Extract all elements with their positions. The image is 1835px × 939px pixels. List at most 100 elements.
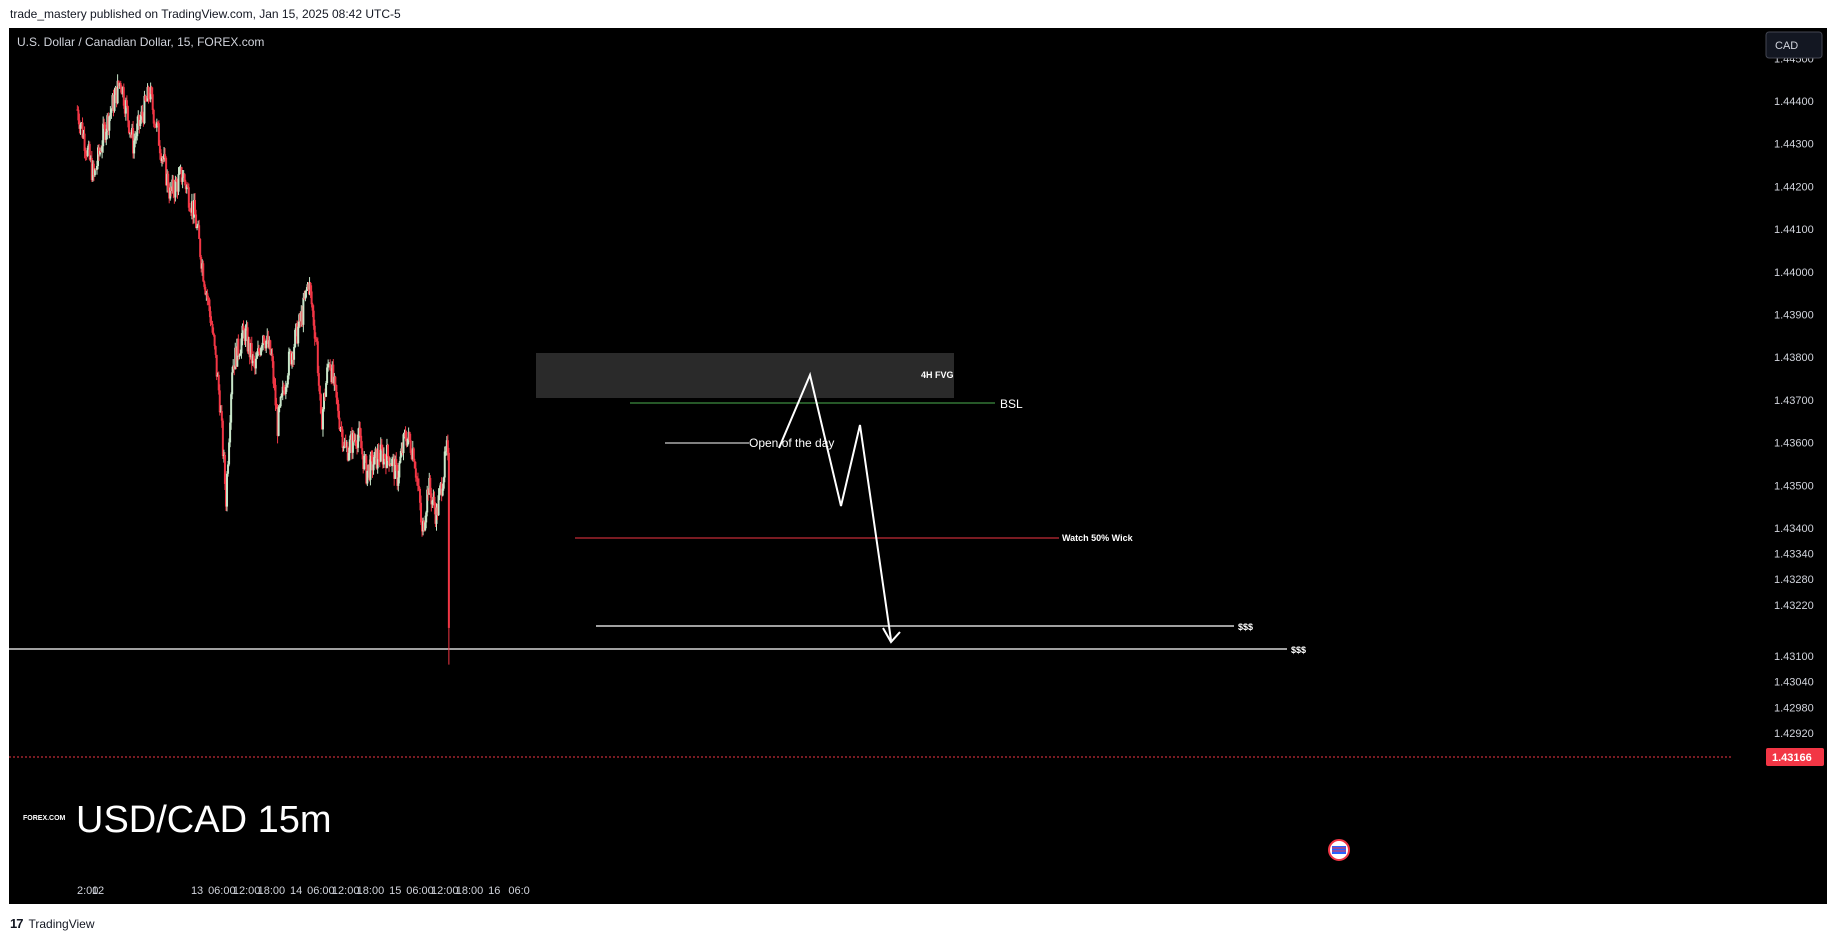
candle-body [339,428,342,430]
candle-body [120,86,123,95]
candle-body [269,340,272,355]
candle-body [373,452,376,465]
candle-body [422,521,425,532]
candle-body [223,454,226,484]
price-axis[interactable]: 1.445001.444001.443001.442001.441001.440… [1774,53,1814,740]
price-tick-label: 1.42920 [1774,728,1814,740]
candle-body [247,339,250,352]
candle-body [356,446,359,448]
candle-body [337,403,340,418]
candle-body [273,383,276,385]
candle-body [113,94,116,111]
candle-body [308,283,311,290]
candle-body [315,338,318,342]
candlestick-chart[interactable]: 4H FVG BSL Watch 50% Wick $$$ $$$ Open o… [9,28,1827,904]
candle-body [313,325,316,339]
candle-body [154,124,157,128]
candle-body [392,458,395,460]
candle-body [319,394,322,414]
candle-body [93,169,96,176]
footer-brand[interactable]: TradingView [28,916,95,931]
candle-body [270,353,273,355]
candle-body [117,80,120,87]
candle-body [302,297,305,325]
candle-body [306,284,309,290]
candle-body [220,411,223,421]
candle-body [240,338,243,354]
candle-body [186,186,189,188]
candle-body [268,340,271,348]
candle-body [90,158,93,181]
candle-body [88,144,91,160]
candle-body [192,200,195,218]
tradingview-logo-icon[interactable]: 17 [10,915,24,931]
candle-body [147,87,150,99]
candle-body [435,507,438,524]
price-tick-label: 1.43220 [1774,600,1814,612]
us-flag-event-icon[interactable] [1328,839,1350,861]
candle-body [365,455,368,484]
candle-body [109,112,112,117]
candle-body [255,355,258,359]
candle-body [238,355,241,357]
candle-body [328,363,331,365]
candle-body [384,458,387,468]
last-price-badge: 1.43166 [1766,748,1824,766]
candle-body [133,140,136,154]
price-tick-label: 1.43280 [1774,574,1814,586]
candle-body [131,127,134,135]
candle-body [116,80,119,104]
candle-body [409,440,412,453]
candle-body [127,120,130,134]
candle-body [92,163,95,176]
candle-body [174,179,177,198]
candle-body [177,174,180,192]
candle-body [332,364,335,384]
projection-path[interactable] [778,371,892,641]
candle-body [165,157,168,186]
candle-body [86,147,89,156]
chart-pane[interactable]: 4H FVG BSL Watch 50% Wick $$$ $$$ Open o… [9,28,1827,904]
candle-body [406,438,409,446]
candle-body [230,394,233,423]
candle-body [374,448,377,453]
candle-body [139,119,142,127]
candle-body [134,138,137,141]
fvg-label: 4H FVG [921,370,954,380]
candle-body [367,464,370,471]
candle-body [296,323,299,344]
candle-body [97,147,99,167]
candle-body [310,291,313,305]
candle-body [436,507,439,516]
price-tick-label: 1.43500 [1774,480,1814,492]
candle-body [318,385,321,395]
candle-body [106,115,109,132]
currency-button[interactable]: CAD [1765,31,1823,59]
candle-body [100,150,103,152]
candle-body [237,338,240,356]
candle-body [334,376,337,385]
candle-body [164,154,167,158]
fvg-zone[interactable] [536,353,954,398]
candle-body [311,304,314,311]
candle-body [437,495,440,516]
candle-body [144,95,147,101]
price-tick-label: 1.43100 [1774,651,1814,663]
candle-body [359,427,362,436]
candle-body [445,440,448,452]
candle-body [330,369,333,383]
candle-body [271,353,274,362]
candle-body [241,325,244,339]
time-tick-label: 18:00 [357,885,385,897]
candle-body [246,327,249,352]
candle-body [424,522,427,531]
candle-body [282,386,285,391]
candle-body [130,132,133,135]
candle-body [259,351,262,355]
time-tick-label: 18:00 [456,885,484,897]
candle-body [214,346,217,355]
candle-body [399,456,402,463]
candle-body [245,327,248,329]
candle-body [122,87,125,106]
